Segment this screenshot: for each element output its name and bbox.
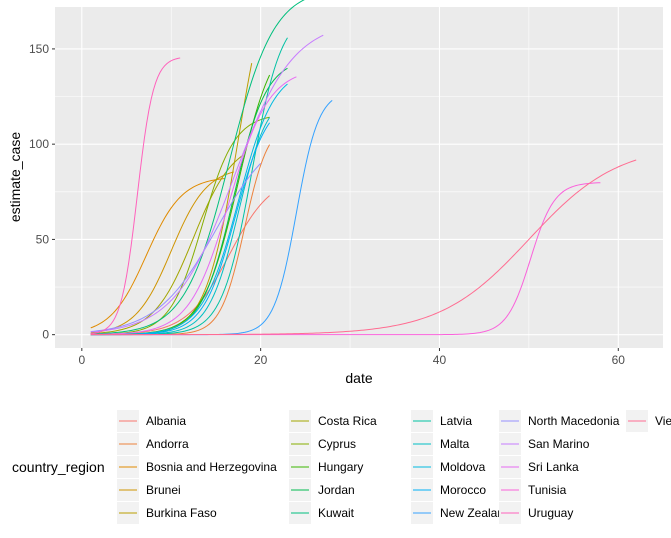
- y-tick-label: 0: [42, 328, 49, 342]
- legend-label: Andorra: [146, 437, 189, 451]
- series-line: [90, 159, 637, 336]
- legend-label: Latvia: [440, 414, 472, 428]
- series-line: [90, 0, 305, 335]
- y-axis: 0 50 100 150: [29, 42, 55, 342]
- legend: Albania Andorra Bosnia and Herzegovina Brun…: [117, 410, 671, 524]
- legend-label: Burkina Faso: [146, 506, 217, 520]
- series-lines: [90, 0, 637, 336]
- y-tick-label: 50: [36, 232, 50, 246]
- series-line: [90, 155, 244, 335]
- legend-label: Morocco: [440, 483, 486, 497]
- x-tick-label: 60: [612, 353, 626, 367]
- legend-label: Malta: [440, 437, 470, 451]
- y-axis-title: estimate_case: [7, 132, 23, 222]
- legend-label: North Macedonia: [528, 414, 620, 428]
- legend-label: Uruguay: [528, 506, 573, 520]
- legend-label: Bosnia and Herzegovina: [146, 460, 277, 474]
- y-tick-label: 150: [29, 42, 49, 56]
- series-line: [90, 57, 181, 335]
- legend-label: Kuwait: [318, 506, 355, 520]
- legend-label: Tunisia: [528, 483, 567, 497]
- series-line: [90, 34, 324, 333]
- legend-label: Vietnam: [655, 414, 671, 428]
- legend-label: Cyprus: [318, 437, 356, 451]
- legend-label: Brunei: [146, 483, 181, 497]
- legend-title: country_region: [12, 459, 105, 475]
- legend-label: Sri Lanka: [528, 460, 579, 474]
- legend-label: Hungary: [318, 460, 363, 474]
- legend-label: Albania: [146, 414, 186, 428]
- series-line: [90, 76, 297, 335]
- legend-label: Jordan: [318, 483, 355, 497]
- legend-label: New Zealand: [440, 506, 511, 520]
- series-line: [90, 162, 262, 333]
- plot-panel: [55, 7, 663, 348]
- series-line: [90, 177, 225, 329]
- y-tick-label: 100: [29, 137, 49, 151]
- legend-label: Moldova: [440, 460, 486, 474]
- grid-minor: [55, 7, 663, 348]
- x-tick-label: 40: [433, 353, 447, 367]
- legend-label: Costa Rica: [318, 414, 377, 428]
- x-axis-title: date: [345, 370, 372, 386]
- x-axis: 0 20 40 60: [78, 348, 625, 367]
- x-tick-label: 20: [254, 353, 268, 367]
- x-tick-label: 0: [78, 353, 85, 367]
- legend-label: San Marino: [528, 437, 590, 451]
